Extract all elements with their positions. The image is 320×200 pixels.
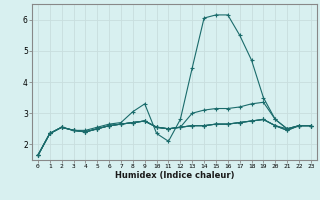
X-axis label: Humidex (Indice chaleur): Humidex (Indice chaleur) [115,171,234,180]
